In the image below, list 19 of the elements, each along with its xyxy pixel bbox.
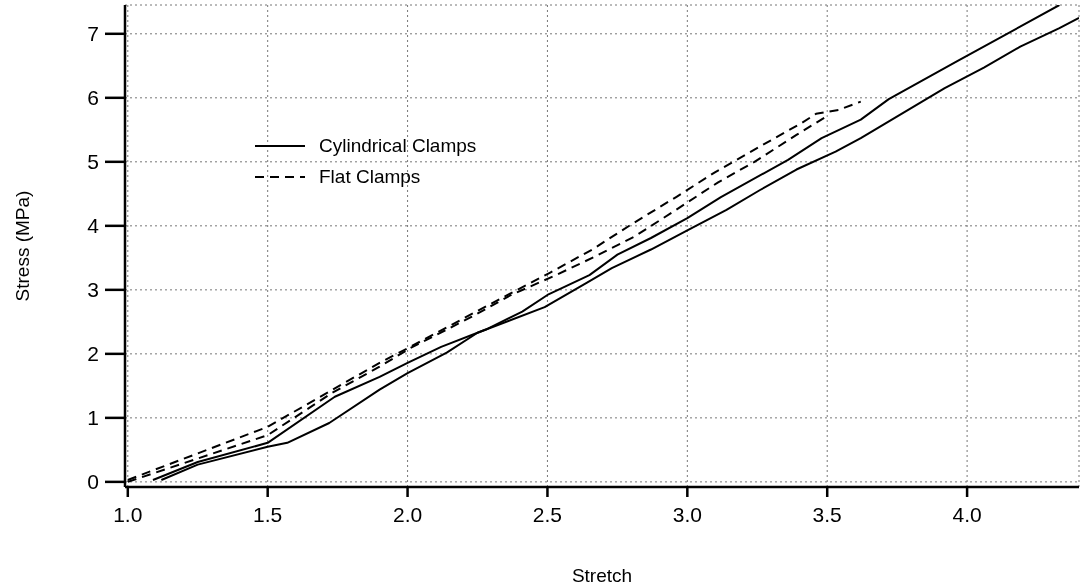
x-tick-label: 3.0 (672, 502, 702, 526)
y-tick-label: 5 (87, 149, 99, 173)
x-tick-label: 3.5 (812, 502, 842, 526)
legend-label: Cylindrical Clamps (319, 134, 477, 158)
x-tick-label: 4.0 (952, 502, 982, 526)
y-tick-label: 2 (87, 341, 99, 365)
x-tick-label: 1.0 (113, 502, 143, 526)
y-tick-label: 1 (87, 405, 99, 429)
legend-label: Flat Clamps (319, 165, 421, 189)
y-tick-label: 0 (87, 469, 99, 493)
x-tick-label: 2.5 (532, 502, 563, 526)
x-tick-label: 1.5 (253, 502, 283, 526)
y-tick-label: 4 (87, 213, 100, 237)
y-tick-label: 7 (87, 21, 99, 45)
x-axis-title: Stretch (571, 565, 633, 586)
y-tick-label: 6 (87, 85, 99, 109)
y-tick-label: 3 (87, 277, 99, 301)
y-axis-title: Stress (MPa) (11, 190, 33, 302)
x-tick-label: 2.0 (392, 502, 423, 526)
